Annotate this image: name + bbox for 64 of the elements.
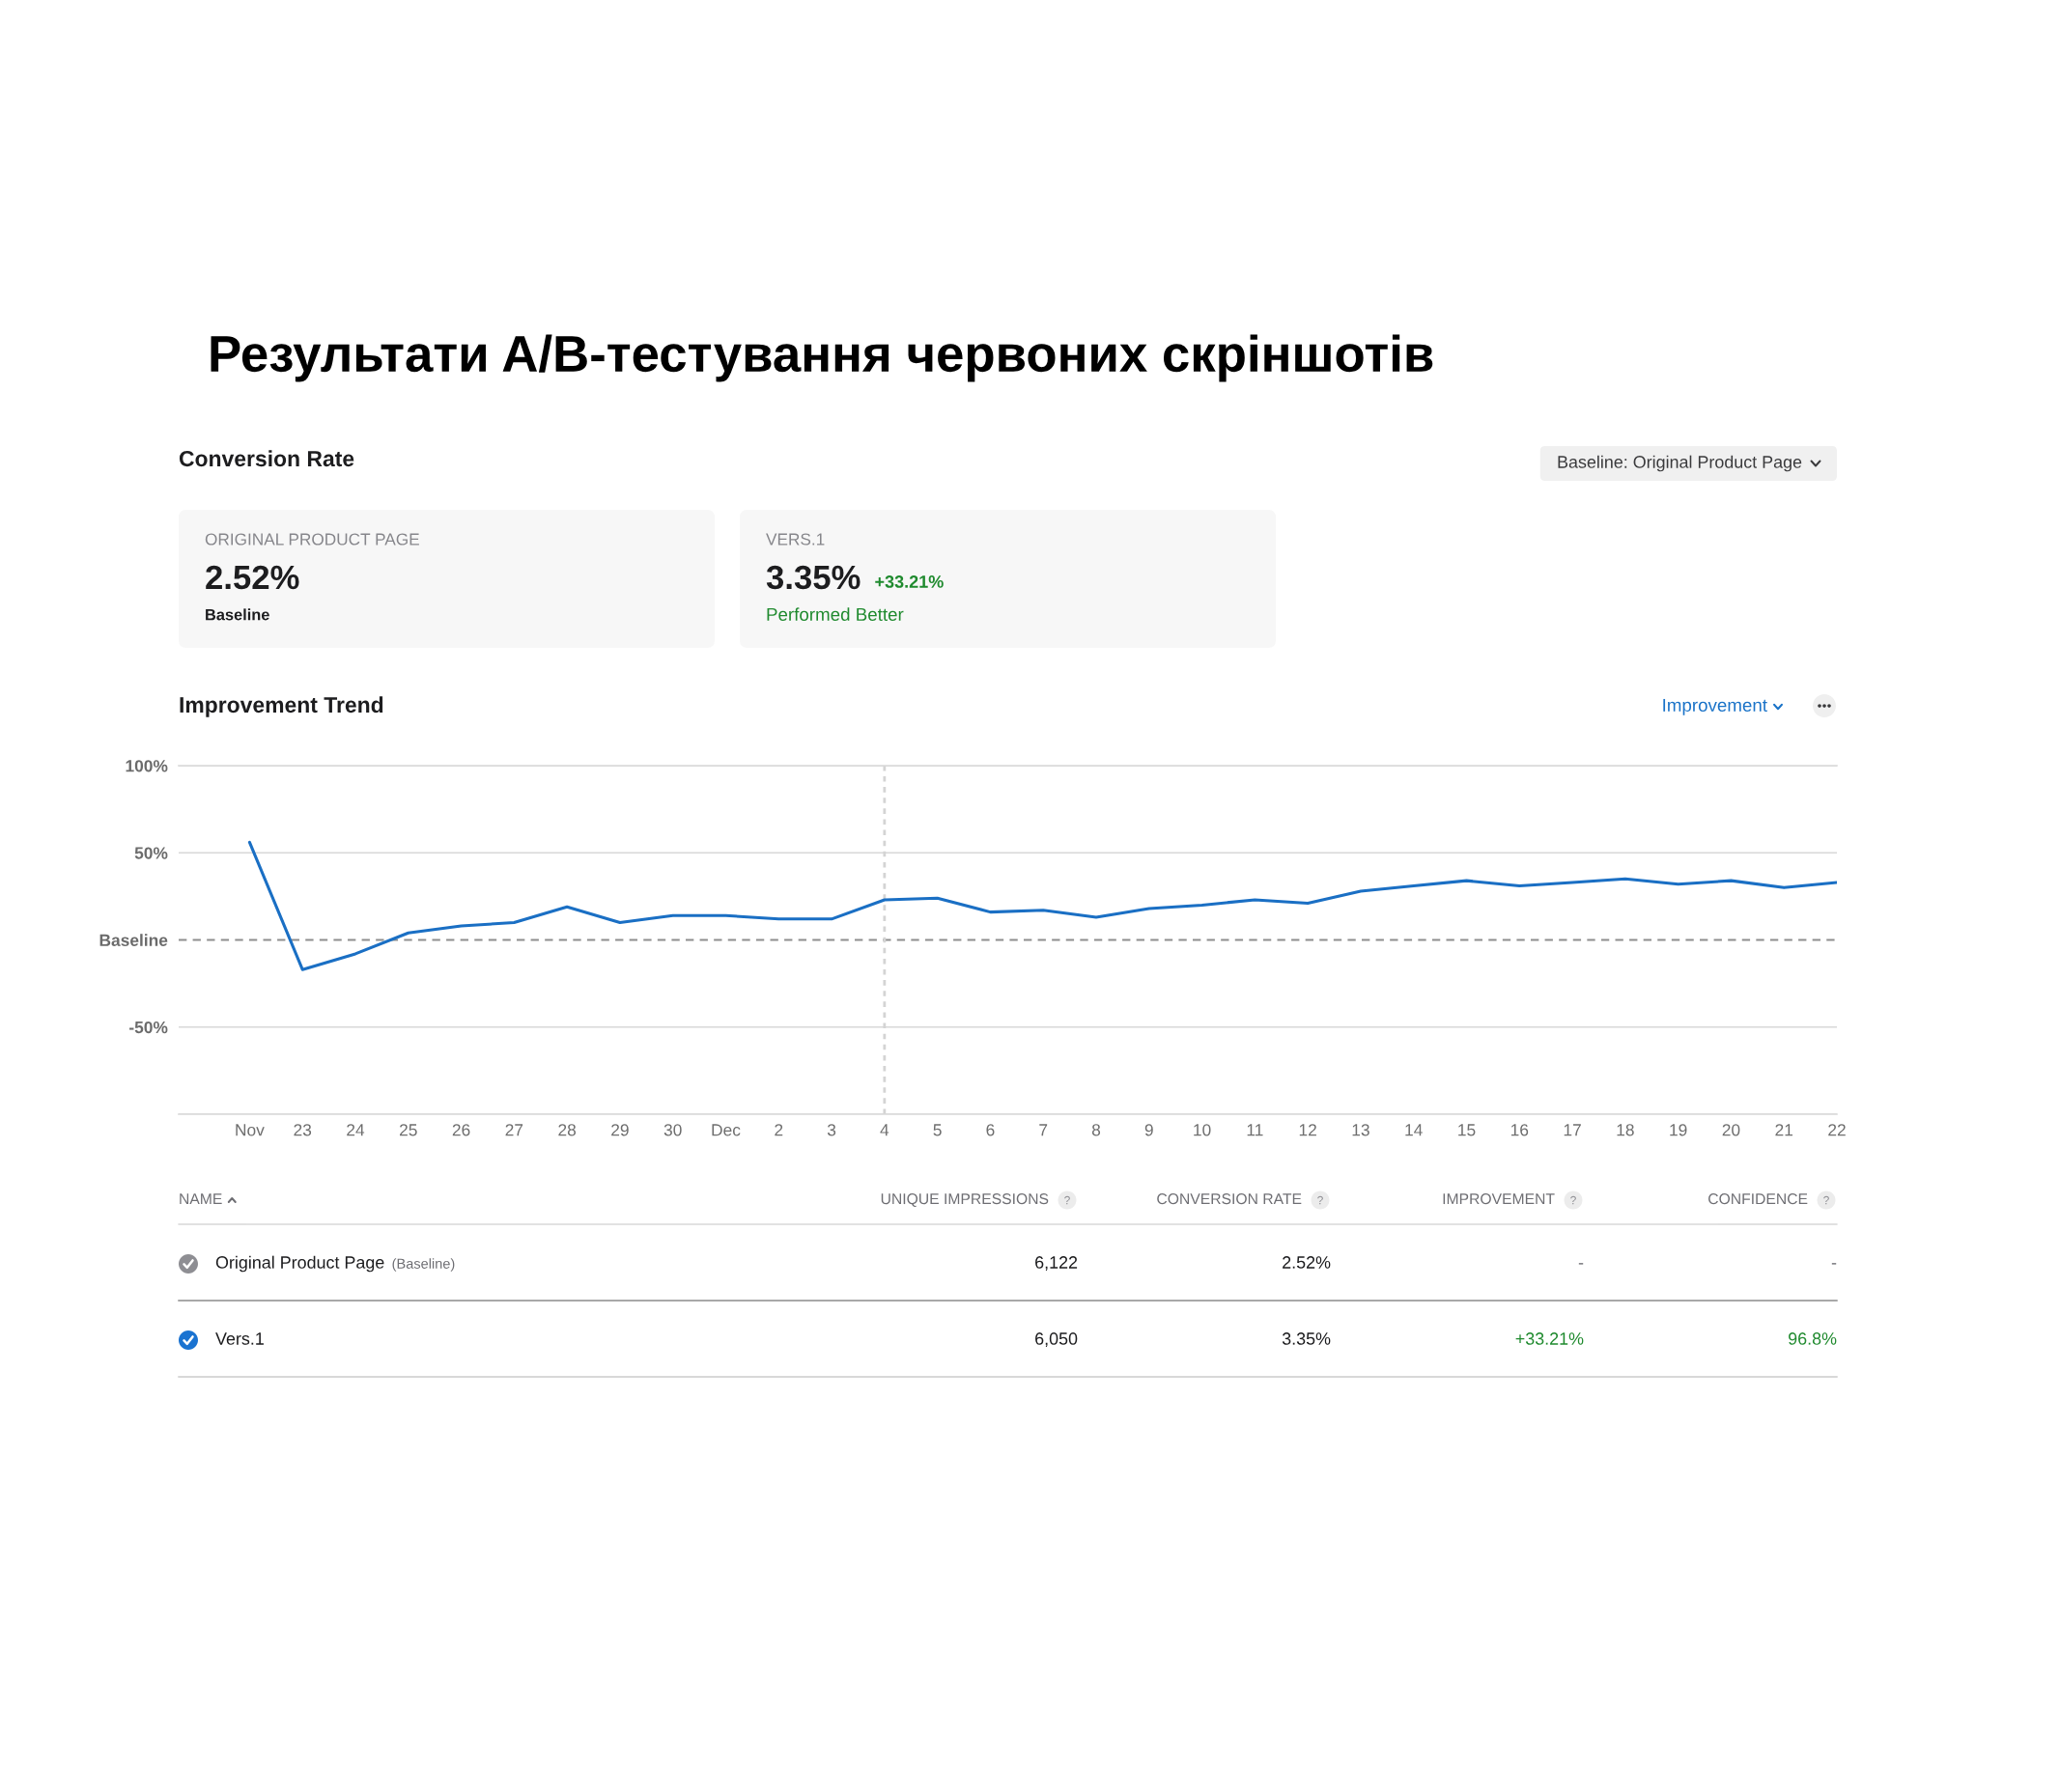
- text: Performed Better: [767, 607, 904, 622]
- text: +33.21%: [1515, 1332, 1584, 1345]
- x-tick-label: 8: [1091, 1124, 1101, 1136]
- chart-title: Improvement Trend: [180, 696, 383, 717]
- text: Baseline: [206, 608, 269, 621]
- x-tick-label: 20: [1722, 1124, 1740, 1136]
- text: Результати A/B-тестування червоних скріншотів: [211, 334, 1433, 382]
- x-tick-label: 21: [1775, 1124, 1793, 1136]
- text: 6,122: [1035, 1256, 1078, 1271]
- x-tick-label: 24: [347, 1124, 365, 1136]
- text: -: [1578, 1263, 1584, 1265]
- x-tick-label: 19: [1670, 1124, 1687, 1136]
- x-tick-label: 23: [294, 1124, 312, 1136]
- text: 96.8%: [1789, 1332, 1837, 1345]
- x-tick-label: 7: [1039, 1124, 1048, 1136]
- category-label: CONFIDENCE: [1708, 1193, 1808, 1205]
- x-tick-label: 11: [1247, 1124, 1263, 1136]
- line-series: [247, 840, 1837, 971]
- x-tick-label: 15: [1458, 1124, 1476, 1136]
- text: ORIGINAL PRODUCT PAGE: [205, 533, 419, 546]
- text: Baseline: Original Product Page: [1558, 455, 1802, 472]
- x-tick-label: 6: [986, 1124, 995, 1136]
- x-tick-label: 12: [1299, 1124, 1316, 1136]
- x-tick-label: 27: [505, 1124, 523, 1136]
- category-label: Vers.1: [215, 1332, 264, 1345]
- x-tick-label: 14: [1405, 1124, 1423, 1136]
- x-tick-label: 2: [775, 1124, 783, 1136]
- x-tick-label: 4: [880, 1124, 889, 1136]
- x-tick-label: 28: [558, 1124, 577, 1136]
- text: 2.52%: [206, 565, 299, 590]
- category-label: CONVERSION RATE: [1157, 1193, 1302, 1205]
- text: +33.21%: [875, 575, 944, 588]
- x-tick-label: 26: [452, 1124, 470, 1136]
- text: Conversion Rate: [179, 450, 354, 467]
- x-tick-label: 30: [663, 1124, 682, 1136]
- category-label: IMPROVEMENT: [1443, 1193, 1555, 1205]
- x-tick-label: 5: [933, 1124, 942, 1136]
- x-tick-label: 3: [827, 1124, 836, 1136]
- text: 2.52%: [1283, 1256, 1331, 1269]
- x-tick-label: 25: [399, 1124, 417, 1136]
- text: NAME: [180, 1193, 222, 1205]
- text: 6,050: [1035, 1332, 1078, 1347]
- x-tick-label: 29: [611, 1124, 629, 1136]
- x-tick-label: 10: [1194, 1124, 1211, 1136]
- category-label: UNIQUE IMPRESSIONS: [881, 1193, 1049, 1208]
- x-tick-label: Dec: [712, 1124, 741, 1136]
- x-tick-label: 9: [1144, 1124, 1153, 1136]
- x-tick-label: 16: [1510, 1124, 1529, 1136]
- text: -: [1831, 1263, 1837, 1265]
- y-tick-label: 50%: [134, 847, 168, 859]
- text: VERS.1: [766, 533, 825, 546]
- x-tick-label: 18: [1617, 1124, 1634, 1136]
- x-tick-label: 13: [1352, 1124, 1369, 1136]
- x-tick-label: Nov: [236, 1124, 265, 1136]
- category-label: Original Product Page: [215, 1255, 384, 1273]
- x-tick-label: 22: [1828, 1124, 1846, 1136]
- text: (Baseline): [392, 1258, 455, 1272]
- y-tick-label: 100%: [126, 760, 168, 772]
- x-tick-label: 17: [1564, 1124, 1581, 1136]
- text: 3.35%: [1282, 1332, 1331, 1345]
- y-tick-label: -50%: [129, 1021, 168, 1034]
- text: Improvement: [1663, 698, 1767, 715]
- text: 3.35%: [766, 565, 861, 590]
- y-tick-label: Baseline: [99, 934, 168, 946]
